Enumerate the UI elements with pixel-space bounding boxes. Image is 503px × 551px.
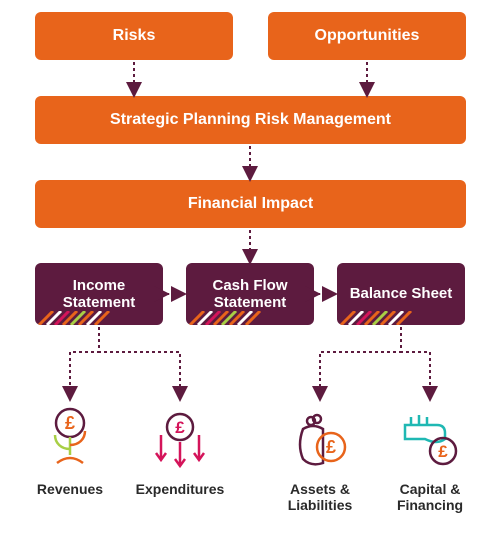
hatch-decor-icon [337,311,465,325]
hatch-decor-icon [186,311,314,325]
assets-label: Assets & Liabilities [265,481,375,513]
item-revenues: £ Revenues [15,405,125,497]
box-strategic: Strategic Planning Risk Management [35,96,466,144]
svg-text:£: £ [326,437,336,457]
box-opps-label: Opportunities [315,27,420,45]
box-cashflow-label: Cash Flow Statement [194,277,306,312]
svg-text:£: £ [65,413,75,433]
box-opportunities: Opportunities [268,12,466,60]
item-expenditures: £ Expenditures [125,405,235,497]
revenues-label: Revenues [37,481,103,497]
box-impact-label: Financial Impact [188,195,313,213]
plant-pound-icon: £ [37,405,103,471]
item-assets: £ Assets & Liabilities [265,405,375,513]
handshake-pound-icon: £ [397,405,463,471]
item-capital: £ Capital & Financing [375,405,485,513]
purse-pound-icon: £ [287,405,353,471]
box-balance-label: Balance Sheet [350,285,453,302]
capital-label: Capital & Financing [375,481,485,513]
box-strategic-label: Strategic Planning Risk Management [110,111,391,129]
svg-text:£: £ [438,442,448,461]
arrows-down-pound-icon: £ [147,405,213,471]
svg-text:£: £ [175,418,185,437]
box-balance: Balance Sheet [337,263,465,325]
box-risks: Risks [35,12,233,60]
expenditures-label: Expenditures [136,481,225,497]
box-cashflow: Cash Flow Statement [186,263,314,325]
box-risks-label: Risks [113,27,156,45]
box-impact: Financial Impact [35,180,466,228]
hatch-decor-icon [35,311,163,325]
box-income-label: Income Statement [43,277,155,312]
box-income: Income Statement [35,263,163,325]
